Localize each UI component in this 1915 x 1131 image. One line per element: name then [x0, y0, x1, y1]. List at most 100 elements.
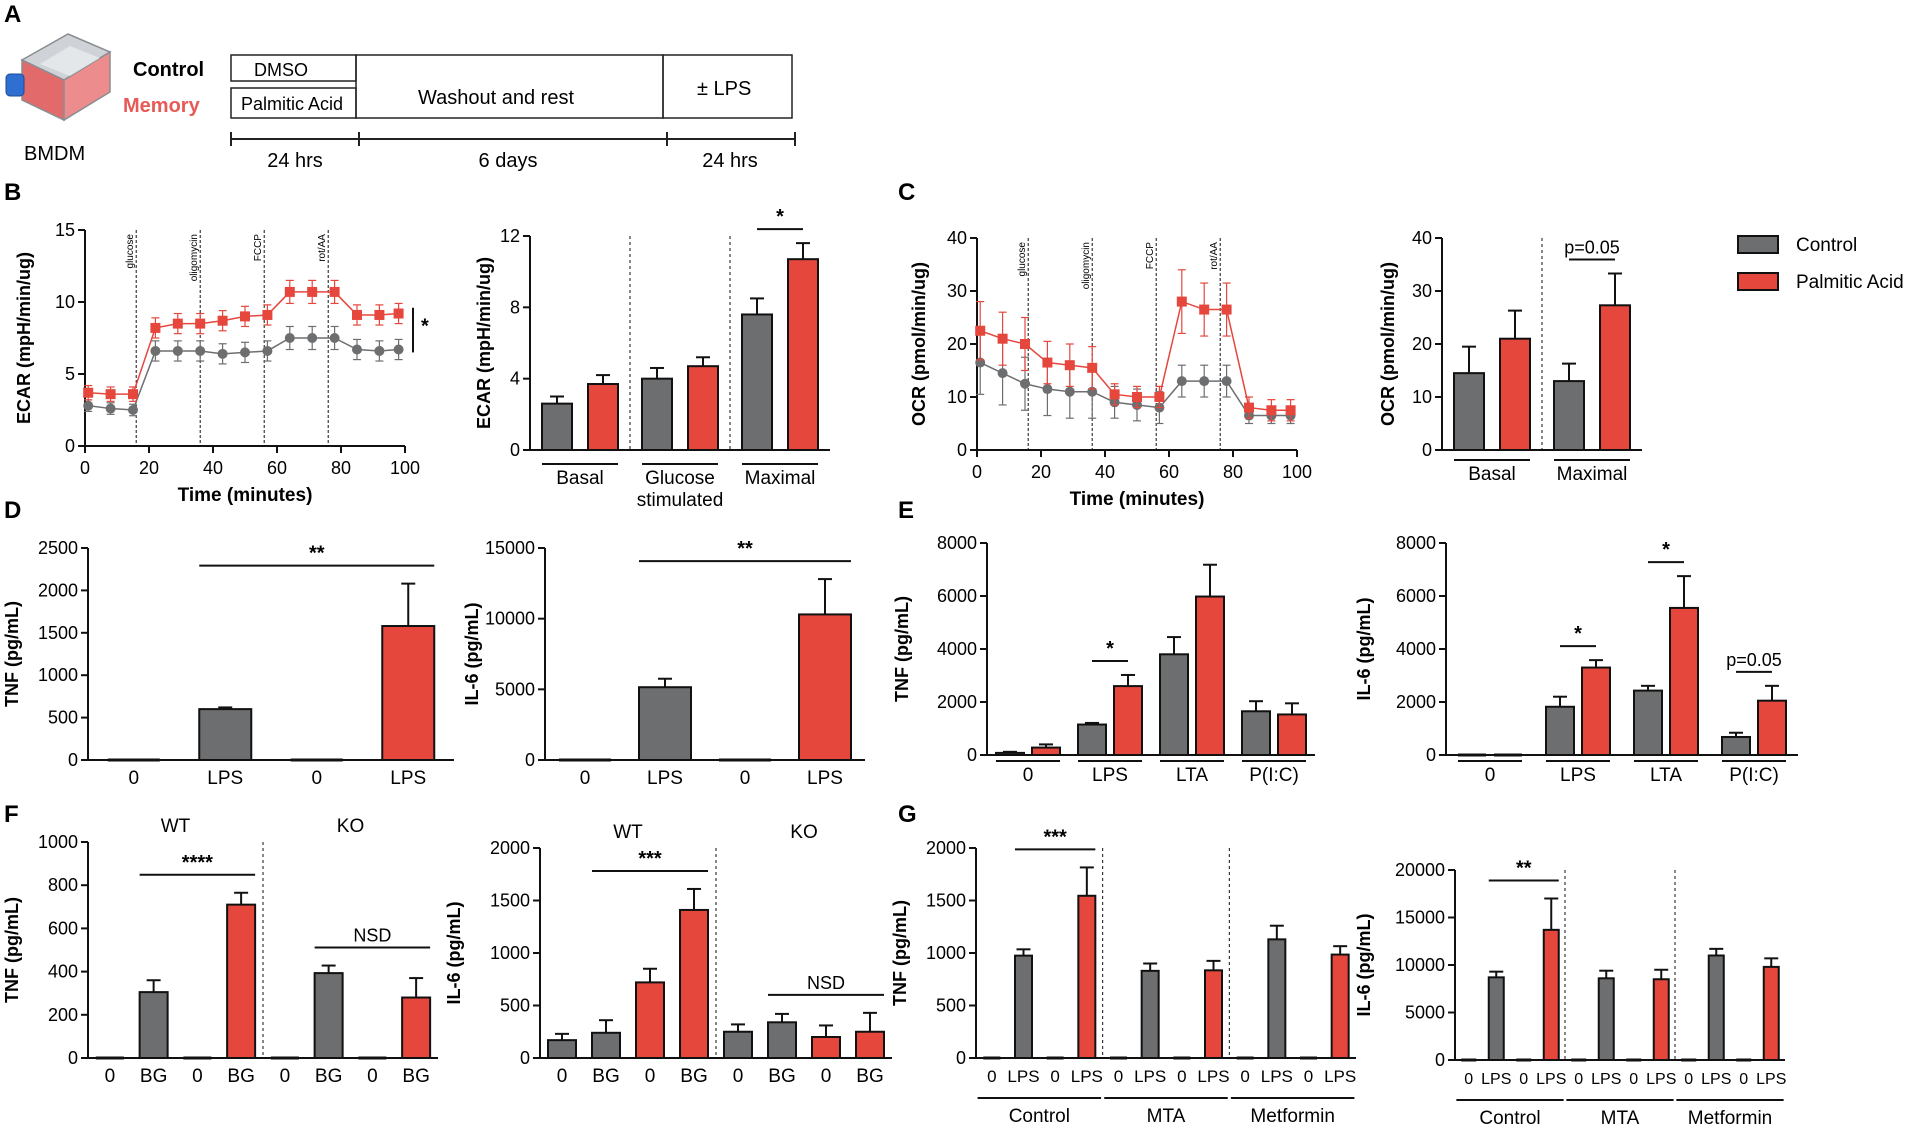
- b2-palmitic-bar: [587, 383, 619, 451]
- e2-y-tick-label: 4000: [1396, 639, 1436, 659]
- culture-flask-icon: [5, 33, 112, 122]
- g1-palmitic-bar: [1300, 1056, 1317, 1060]
- c1-point-palmitic: [1199, 304, 1210, 315]
- f1-palmitic-bar: [358, 1056, 387, 1060]
- d1-y-tick-label: 2500: [38, 538, 78, 558]
- g2-x-tick-label: 0: [1629, 1071, 1638, 1088]
- g2-y-tick-label: 0: [1435, 1050, 1445, 1070]
- c2-y-tick-label: 0: [1422, 440, 1432, 460]
- g2-x-tick-label: LPS: [1701, 1071, 1731, 1088]
- d1-x-tick-label: 0: [311, 768, 322, 789]
- cell-type-label: BMDM: [24, 143, 85, 165]
- g1-y-tick-label: 500: [936, 996, 966, 1016]
- f2-y-tick-label: 2000: [490, 838, 530, 858]
- c2-y-tick-label: 30: [1412, 281, 1432, 301]
- c2-control-bar: [1553, 380, 1585, 452]
- d1-x-tick-label: LPS: [390, 768, 426, 789]
- b1-y-tick-label: 0: [65, 436, 75, 456]
- g2-x-tick-label: 0: [1739, 1071, 1748, 1088]
- g2-significance-label: **: [1516, 858, 1532, 880]
- chart-g2: 0 5000 10000 15000 20000 IL-6 (pg/mL) 0 LPS 0 LPS…: [1354, 858, 1786, 1130]
- g2-section-label: Control: [1479, 1108, 1540, 1129]
- b1-point-control: [217, 348, 228, 359]
- chart-g1: 0 500 1000 1500 2000 TNF (pg/mL) 0 LPS 0 LPS 0 LPS 0…: [890, 826, 1356, 1127]
- legend-swatch-palmitic: [1737, 272, 1779, 291]
- e2-control-bar: [1721, 735, 1751, 756]
- c1-point-palmitic: [1266, 405, 1277, 416]
- b1-x-tick-label: 20: [139, 458, 159, 478]
- g1-x-tick-label: LPS: [1324, 1067, 1356, 1086]
- b2-control-bar: [541, 402, 573, 451]
- chart-f1: 0 200 400 600 800 1000 TNF (pg/mL) 0 BG 0 BG 0 BG 0 BG…: [2, 816, 438, 1087]
- b1-point-control: [240, 347, 250, 358]
- b1-y-tick-label: 5: [65, 364, 75, 384]
- c1-point-palmitic: [1285, 405, 1296, 416]
- b1-point-palmitic: [195, 318, 206, 329]
- c1-point-palmitic: [975, 325, 986, 336]
- e2-control-bar: [1458, 753, 1486, 757]
- g2-palmitic-bar: [1736, 1058, 1752, 1062]
- g2-x-tick-label: 0: [1684, 1071, 1693, 1088]
- panel-label-e: E: [898, 497, 914, 524]
- b1-point-control: [284, 333, 295, 343]
- e2-significance-label: *: [1662, 539, 1670, 561]
- f2-control-bar: [767, 1021, 797, 1059]
- b1-point-palmitic: [393, 308, 404, 319]
- b1-injection-label: rot/AA: [317, 234, 328, 262]
- b1-point-control: [352, 344, 362, 355]
- g2-y-axis-title: IL-6 (pg/mL): [1354, 914, 1374, 1017]
- b1-point-palmitic: [150, 322, 161, 333]
- c1-x-axis-title: Time (minutes): [1070, 489, 1205, 510]
- timeline-label-3: 24 hrs: [702, 150, 758, 172]
- d1-y-tick-label: 1500: [38, 623, 78, 643]
- f1-x-tick-label: 0: [192, 1066, 203, 1087]
- f1-y-tick-label: 600: [48, 918, 78, 938]
- g1-x-tick-label: 0: [1177, 1067, 1186, 1086]
- f1-palmitic-bar: [226, 903, 257, 1060]
- b2-group-label: Maximal: [745, 468, 816, 489]
- d2-y-tick-label: 15000: [485, 538, 535, 558]
- b2-y-axis-title: ECAR (mpH/min/ug): [474, 257, 494, 429]
- e1-control-bar: [995, 751, 1025, 757]
- b2-group-label: stimulated: [637, 490, 724, 511]
- g1-x-tick-label: LPS: [1197, 1067, 1229, 1086]
- g1-section-label: Metformin: [1250, 1106, 1334, 1127]
- e1-group-label: LTA: [1176, 765, 1208, 786]
- b1-point-palmitic: [284, 286, 295, 297]
- e1-palmitic-bar: [1277, 713, 1307, 757]
- c2-palmitic-bar: [1499, 337, 1531, 452]
- b1-point-control: [307, 333, 318, 343]
- e2-significance-label: p=0.05: [1726, 650, 1782, 670]
- chart-c1: 0 10 20 30 40 OCR (pmol/min/ug) 0 20 40 60 80 100 Ti…: [909, 228, 1312, 510]
- b2-palmitic-bar: [787, 258, 819, 451]
- b1-x-tick-label: 40: [203, 458, 223, 478]
- c2-y-tick-label: 40: [1412, 228, 1432, 248]
- e1-palmitic-bar: [1195, 595, 1225, 757]
- b1-x-axis-title: Time (minutes): [178, 485, 313, 506]
- f1-y-tick-label: 1000: [38, 832, 78, 852]
- group-memory-label: Memory: [123, 95, 201, 117]
- panel-label-a: A: [4, 1, 21, 28]
- b2-y-tick-label: 4: [510, 369, 520, 389]
- d1-x-tick-label: 0: [128, 768, 139, 789]
- d2-control-bar: [638, 686, 692, 761]
- c1-point-palmitic: [1132, 392, 1142, 402]
- c1-injection-label: FCCP: [1145, 242, 1156, 270]
- chart-d2: 0 5000 10000 15000 IL-6 (pg/mL) 0 LPS 0 LPS **: [462, 538, 865, 789]
- b1-point-control: [172, 345, 183, 356]
- b1-point-palmitic: [307, 286, 318, 297]
- d2-palmitic-bar: [719, 758, 771, 762]
- c2-group-label: Basal: [1468, 464, 1516, 485]
- f2-y-tick-label: 1500: [490, 891, 530, 911]
- g1-y-axis-title: TNF (pg/mL): [890, 900, 910, 1006]
- c1-point-palmitic: [1087, 362, 1098, 373]
- d2-significance-label: **: [737, 538, 753, 560]
- g2-section-label: MTA: [1601, 1108, 1640, 1129]
- f1-x-tick-label: 0: [367, 1066, 378, 1087]
- b1-x-tick-label: 0: [80, 458, 90, 478]
- c1-y-tick-label: 30: [947, 281, 967, 301]
- b1-point-palmitic: [128, 389, 138, 400]
- b1-point-control: [262, 345, 273, 356]
- g2-y-tick-label: 15000: [1395, 908, 1445, 928]
